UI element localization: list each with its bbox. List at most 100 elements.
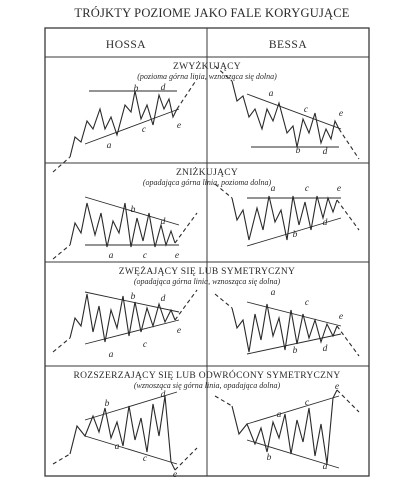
wave-label-d: d [161,217,166,227]
wave-zigzag [231,195,338,241]
wave-label-b: b [105,399,110,409]
trendline-lower [84,435,178,465]
section-1: ZWYŻKUJĄCY(pozioma górna linia, wznosząc… [52,60,360,173]
wave-zigzag [69,202,176,248]
wave-dashed-in [52,453,71,465]
wave-label-b: b [293,346,298,356]
wave-zigzag [69,90,178,158]
wave-label-a: a [271,288,276,298]
wave-label-d: d [323,344,328,354]
wave-dashed-out [338,128,360,160]
wave-dashed-in [52,244,71,260]
wave-dashed-in [52,337,71,353]
wave-label-b: b [131,292,136,302]
wave-zigzag [231,389,338,465]
wave-label-a: a [269,89,274,99]
trendline-upper [84,291,180,313]
wave-dashed-out [336,389,360,413]
wave-label-e: e [339,109,343,119]
section-heading: ZNIŻKUJĄCY [176,166,238,178]
wave-label-b: b [134,84,139,94]
wave-label-e: e [177,326,181,336]
section-heading: ROZSZERZAJĄCY SIĘ LUB ODWRÓCONY SYMETRYC… [73,369,340,381]
trendline-upper [246,217,342,247]
section-subheading: (opadająca górna linia, pozioma dolna) [143,178,272,187]
wave-label-c: c [305,398,310,408]
wave-dashed-in [214,395,233,407]
wave-label-e: e [177,121,181,131]
wave-label-c: c [143,340,148,350]
wave-label-a: a [107,141,112,151]
wave-label-a: a [271,184,276,194]
wave-dashed-out [336,325,360,357]
trendline-upper [246,439,340,469]
section-subheading: (wznosząca się górna linia, opadająca do… [134,381,281,390]
wave-dashed-in [52,156,71,173]
trendline-lower [246,93,342,130]
wave-zigzag [69,395,176,471]
wave-label-b: b [296,146,301,156]
section-2: ZNIŻKUJĄCY(opadająca górna linia, poziom… [45,162,369,261]
wave-label-b: b [293,230,298,240]
wave-label-c: c [143,454,148,464]
wave-label-d: d [161,294,166,304]
wave-label-a: a [277,410,282,420]
trendline-lower [246,301,342,327]
wave-label-c: c [305,184,310,194]
trendline-lower [84,319,180,345]
wave-label-d: d [161,83,166,93]
wave-dashed-in [214,183,233,199]
pattern-sections: ZWYŻKUJĄCY(pozioma górna linia, wznosząc… [45,60,369,480]
wave-label-e: e [175,251,179,261]
wave-zigzag [69,293,176,343]
wave-label-e: e [335,382,339,392]
section-heading: ZWYŻKUJĄCY [173,60,241,72]
trendline-upper [84,391,178,421]
wave-zigzag [231,80,340,148]
table-grid [44,27,370,477]
hossa-pattern-2: a b c d e [52,196,198,261]
wave-label-d: d [323,147,328,157]
wave-label-d: d [323,462,328,472]
wave-label-a: a [109,251,114,261]
trendline-upper [84,196,180,226]
section-3: ZWĘŻAJĄCY SIĘ LUB SYMETRYCZNY(opadająca … [45,261,369,360]
trendline-upper [246,333,342,355]
wave-label-b: b [131,205,136,215]
trendline-lower [246,395,340,425]
bessa-pattern-1: a b c d e [214,65,360,160]
bessa-pattern-3: a b c d e [214,288,360,357]
wave-label-e: e [339,312,343,322]
wave-label-e: e [337,184,341,194]
wave-label-c: c [304,105,309,115]
hossa-pattern-4: a b c d e [52,390,198,480]
wave-dashed-in [214,293,233,309]
wave-dashed-out [176,78,198,110]
wave-zigzag [231,303,338,353]
wave-label-c: c [143,251,148,261]
section-subheading: (opadająca górna linia, wznosząca się do… [134,277,281,286]
wave-label-c: c [305,298,310,308]
wave-label-d: d [323,218,328,228]
wave-dashed-out [174,212,198,244]
wave-label-a: a [109,350,114,360]
column-heading-hossa: HOSSA [106,39,146,51]
section-heading: ZWĘŻAJĄCY SIĘ LUB SYMETRYCZNY [119,265,295,277]
wave-label-e: e [173,470,177,480]
wave-label-d: d [161,390,166,400]
column-heading-bessa: BESSA [269,39,307,51]
hossa-pattern-3: a b c d e [52,289,198,360]
wave-label-a: a [115,442,120,452]
bessa-pattern-4: a b c d e [214,382,360,472]
wave-label-c: c [142,125,147,135]
bessa-pattern-2: a b c d e [214,183,360,247]
wave-dashed-out [174,447,198,471]
wave-dashed-out [336,199,360,231]
hossa-pattern-1: a b c d e [52,78,198,173]
figure-title: TRÓJKTY POZIOME JAKO FALE KORYGUJĄCE [74,6,349,20]
section-subheading: (pozioma górna linia, wznosząca się doln… [137,72,277,81]
trendline-lower [84,108,180,145]
wave-dashed-out [174,289,198,321]
wave-label-b: b [267,453,272,463]
